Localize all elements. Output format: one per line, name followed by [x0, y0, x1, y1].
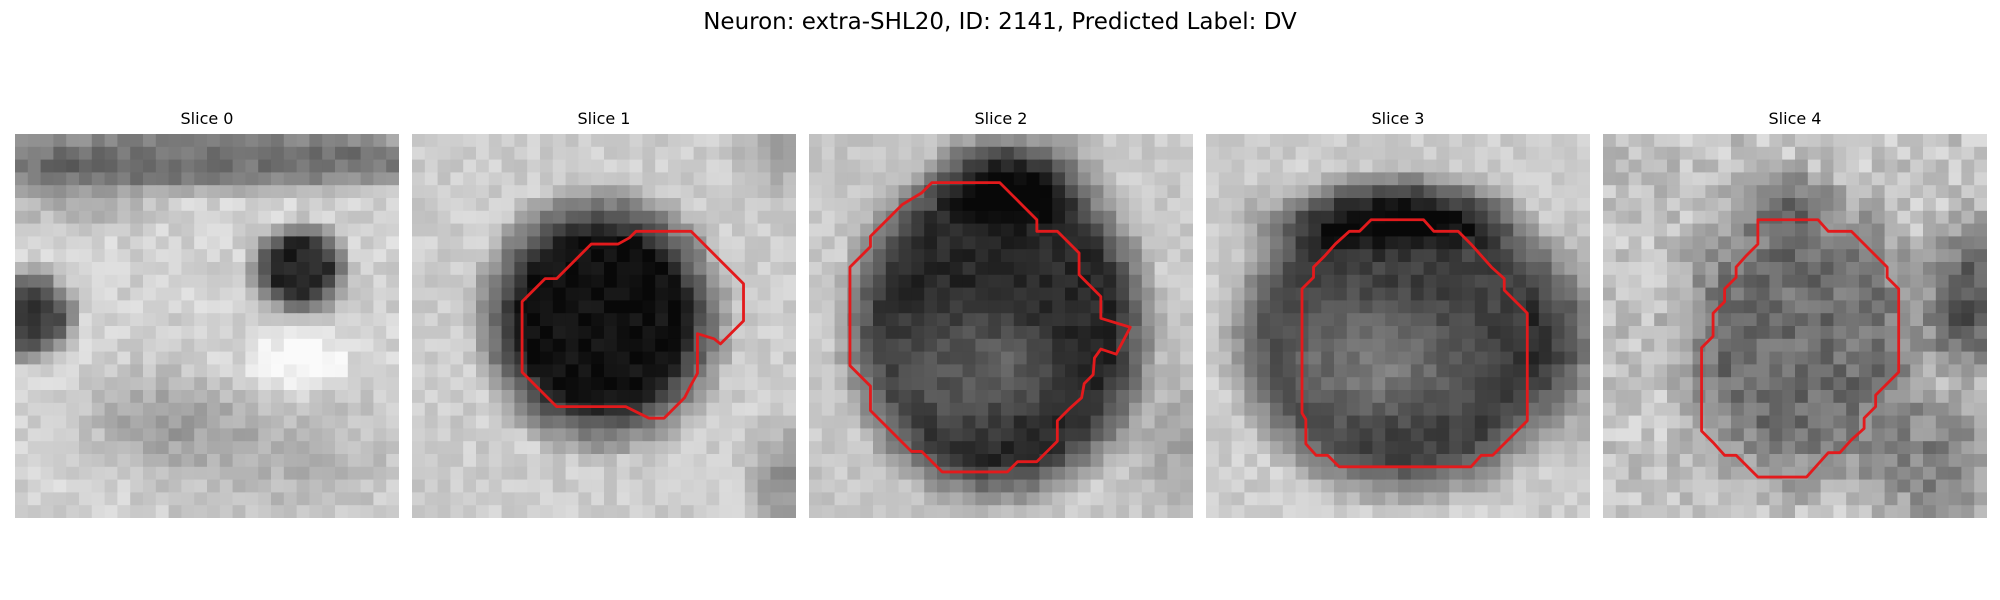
slice-panel-2: Slice 2: [809, 108, 1193, 518]
slice-title-4: Slice 4: [1603, 108, 1987, 130]
slice-image-2: [809, 134, 1193, 518]
slice-panel-3: Slice 3: [1206, 108, 1590, 518]
slice-title-0: Slice 0: [15, 108, 399, 130]
slice-image-4: [1603, 134, 1987, 518]
slice-image-0: [15, 134, 399, 518]
slice-panel-0: Slice 0: [15, 108, 399, 518]
slice-panel-1: Slice 1: [412, 108, 796, 518]
slice-title-2: Slice 2: [809, 108, 1193, 130]
slice-title-1: Slice 1: [412, 108, 796, 130]
slice-title-3: Slice 3: [1206, 108, 1590, 130]
figure-title: Neuron: extra-SHL20, ID: 2141, Predicted…: [0, 6, 2000, 38]
slice-image-1: [412, 134, 796, 518]
slice-image-3: [1206, 134, 1590, 518]
slice-panel-4: Slice 4: [1603, 108, 1987, 518]
